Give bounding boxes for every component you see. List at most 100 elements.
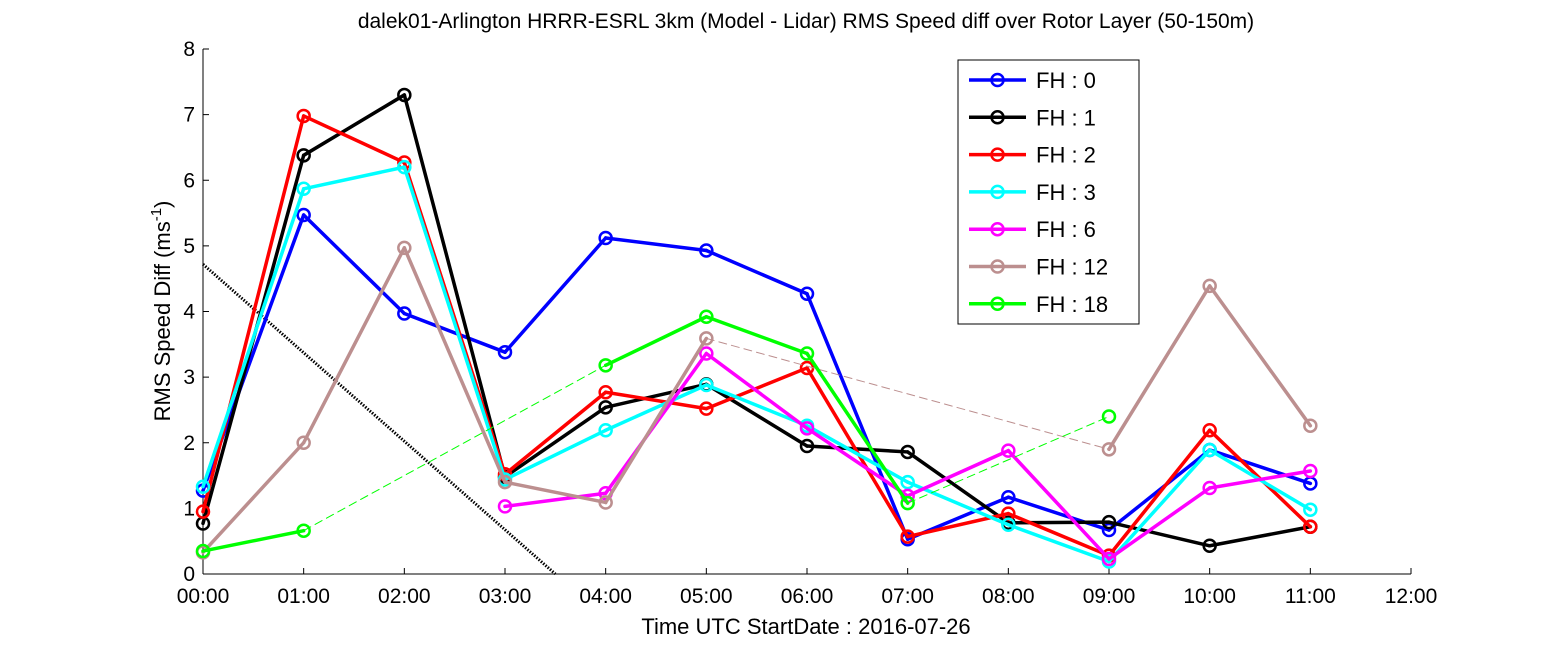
legend-swatch-marker xyxy=(990,184,1005,200)
series-line-segment xyxy=(503,480,608,505)
data-point-marker xyxy=(296,148,311,163)
series-line-segment xyxy=(1107,284,1212,452)
data-point-marker xyxy=(296,108,311,124)
y-tick-label: 8 xyxy=(183,38,195,61)
series-line-segment xyxy=(1107,448,1212,564)
series-fh-18 xyxy=(195,309,1117,559)
series-line-segment xyxy=(704,248,809,296)
y-tick-label: 7 xyxy=(183,104,195,127)
data-point-marker xyxy=(1202,278,1217,294)
series-line-segment xyxy=(603,390,709,411)
data-point-marker xyxy=(799,438,815,454)
legend-swatch-marker xyxy=(990,259,1005,274)
series-line-segment xyxy=(704,383,809,428)
data-point-marker xyxy=(699,331,714,346)
data-point-marker xyxy=(799,421,815,436)
data-point-marker xyxy=(699,243,714,258)
y-axis-label-main: RMS Speed Diff (ms xyxy=(150,221,175,421)
series-line-segment xyxy=(704,315,809,356)
legend-entry-label: FH : 18 xyxy=(1036,292,1108,317)
data-point-marker xyxy=(799,286,815,302)
y-tick-label: 4 xyxy=(183,301,195,324)
legend-entry-label: FH : 12 xyxy=(1036,255,1108,280)
data-point-marker xyxy=(1101,522,1117,538)
y-tick-label: 0 xyxy=(183,563,195,586)
data-point-marker xyxy=(195,479,211,494)
series-line-segment xyxy=(1107,448,1212,532)
series-line-segment xyxy=(603,236,709,253)
x-tick-label: 03:00 xyxy=(479,585,532,608)
data-point-marker xyxy=(1001,443,1016,458)
series-line-segment xyxy=(1006,520,1111,525)
series-line-segment xyxy=(1207,469,1313,490)
series-line-segment xyxy=(1006,523,1111,564)
y-tick-label: 2 xyxy=(183,432,195,455)
series-line-segment xyxy=(603,336,709,505)
legend-swatch-marker xyxy=(990,221,1005,237)
y-axis-label: RMS Speed Diff (ms-1) xyxy=(148,201,175,422)
data-point-marker xyxy=(1202,442,1217,458)
series-fh-0 xyxy=(195,207,1318,547)
x-tick-label: 01:00 xyxy=(277,585,330,608)
data-point-marker xyxy=(296,523,311,538)
legend-entry-label: FH : 6 xyxy=(1036,217,1096,242)
series-line-segment xyxy=(1107,486,1212,561)
series-line-segment xyxy=(603,382,709,410)
data-point-marker xyxy=(598,230,613,246)
data-point-marker xyxy=(799,346,815,361)
series-line-segment xyxy=(1006,495,1111,532)
legend-entry-label: FH : 0 xyxy=(1036,68,1096,93)
x-tick-label: 10:00 xyxy=(1183,585,1236,608)
series-line-segment xyxy=(503,236,608,354)
series-line-segment xyxy=(905,448,1011,498)
data-point-marker xyxy=(699,309,714,324)
x-tick-label: 06:00 xyxy=(781,585,834,608)
data-point-marker xyxy=(296,181,311,197)
legend-swatch-marker xyxy=(990,110,1005,125)
data-point-marker xyxy=(598,495,613,510)
data-point-marker xyxy=(397,306,412,321)
series-line-segment xyxy=(201,114,306,514)
data-point-marker xyxy=(1303,463,1318,479)
y-tick-label: 3 xyxy=(183,366,195,389)
legend-swatch-marker xyxy=(990,72,1005,88)
data-point-marker xyxy=(699,346,714,361)
data-point-marker xyxy=(1001,489,1016,505)
x-axis-label: Time UTC StartDate : 2016-07-26 xyxy=(641,614,970,639)
data-point-marker xyxy=(598,423,613,438)
series-line-segment xyxy=(1207,448,1313,486)
series-fh-1 xyxy=(195,87,1318,554)
series-line-segment xyxy=(301,165,407,191)
series-gap-connector xyxy=(705,337,1110,450)
data-point-marker xyxy=(1303,418,1318,433)
x-tick-label: 11:00 xyxy=(1285,585,1336,608)
data-point-marker xyxy=(699,377,714,393)
y-axis-label-tail: ) xyxy=(150,201,175,208)
data-point-marker xyxy=(497,499,513,514)
data-point-marker xyxy=(1202,480,1217,496)
legend-entry-label: FH : 2 xyxy=(1036,143,1096,168)
y-tick-label: 1 xyxy=(183,497,195,520)
series-line-segment xyxy=(603,315,709,368)
data-point-marker xyxy=(296,435,311,450)
data-point-marker xyxy=(598,384,613,400)
series-line-segment xyxy=(805,423,910,484)
series-fh-12 xyxy=(195,240,1318,560)
data-point-marker xyxy=(1101,514,1117,530)
series-line-segment xyxy=(1207,284,1313,428)
x-tick-label: 05:00 xyxy=(680,585,733,608)
series-line-segment xyxy=(402,165,507,482)
legend-swatch-marker xyxy=(990,147,1005,162)
series-line-segment xyxy=(201,528,306,553)
y-tick-label: 6 xyxy=(183,169,195,192)
series-line-segment xyxy=(402,311,507,354)
legend: FH : 0 FH : 1 FH : 2 FH : 3 FH : 6 FH : 12 FH … xyxy=(957,59,1140,325)
data-point-marker xyxy=(397,240,412,256)
data-point-marker xyxy=(598,358,613,373)
x-tick-label: 08:00 xyxy=(982,585,1035,608)
data-point-marker xyxy=(397,87,412,103)
data-point-marker xyxy=(1303,519,1318,534)
series-line-segment xyxy=(402,93,507,479)
series-line-segment xyxy=(1107,428,1212,558)
data-point-marker xyxy=(1101,409,1117,424)
